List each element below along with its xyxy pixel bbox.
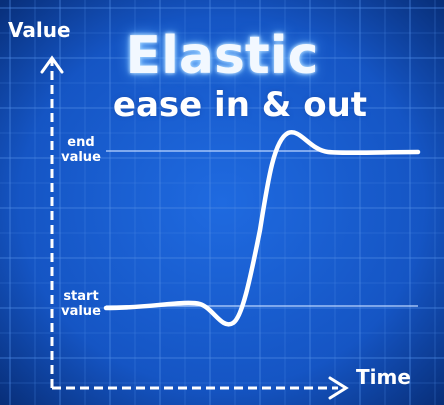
start-value-label-line1: start — [63, 289, 99, 304]
title-elastic: Elastic — [125, 26, 319, 86]
y-axis-arrow-icon — [40, 55, 64, 74]
elastic-curve — [103, 130, 421, 327]
x-axis-label: Time — [356, 365, 411, 389]
x-axis-arrow-icon — [328, 376, 349, 400]
end-value-label-line2: value — [61, 149, 101, 165]
y-axis-label: Value — [8, 18, 71, 42]
start-value-label: start value — [56, 289, 106, 320]
end-value-label-line1: end — [67, 135, 95, 150]
title-subtitle: ease in & out — [112, 85, 368, 125]
end-value-label: end value — [56, 135, 106, 166]
start-value-label-line2: value — [61, 303, 101, 319]
